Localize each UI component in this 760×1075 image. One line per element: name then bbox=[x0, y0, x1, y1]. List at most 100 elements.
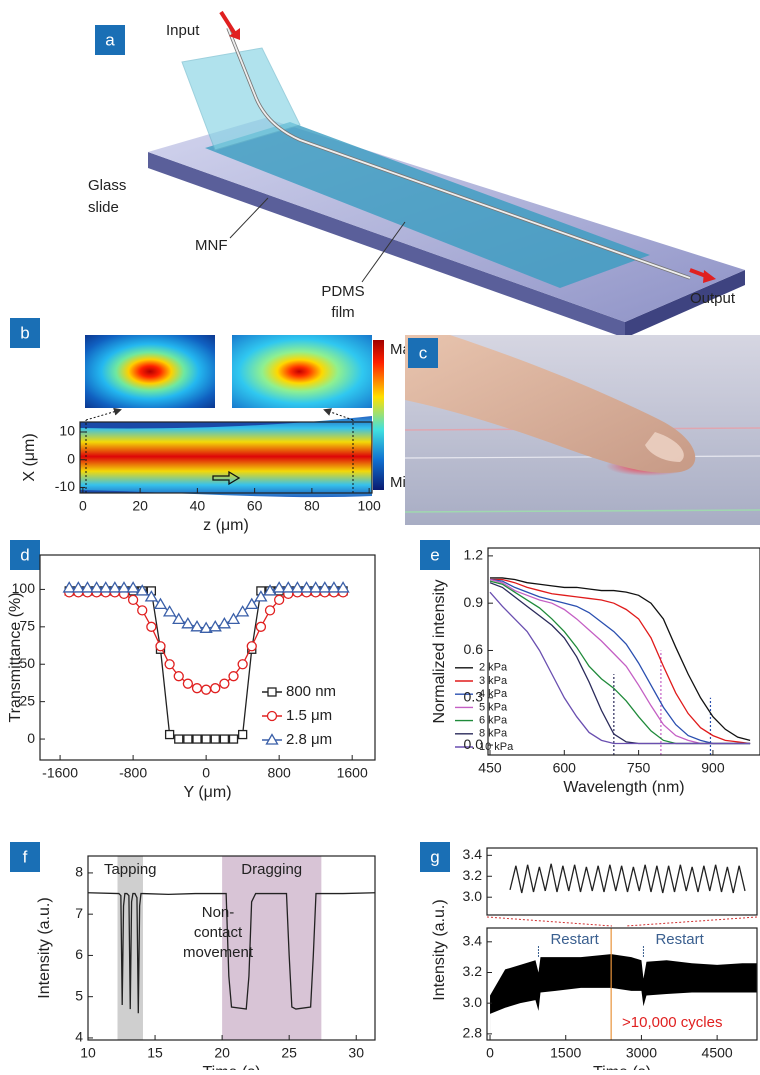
marker bbox=[247, 642, 256, 651]
marker bbox=[239, 731, 247, 739]
y-tick-label: 3.4 bbox=[463, 933, 483, 949]
legend-label: 5 kPa bbox=[479, 701, 508, 713]
y-tick-label: 0.3 bbox=[464, 688, 484, 704]
leader-line bbox=[230, 198, 268, 238]
marker bbox=[193, 684, 202, 693]
marker bbox=[175, 735, 183, 743]
annotation: movement bbox=[183, 944, 254, 961]
y-tick-label: 3.0 bbox=[463, 888, 483, 904]
x-tick-label: 0 bbox=[79, 498, 87, 514]
x-tick-label: -1600 bbox=[42, 765, 78, 781]
marker bbox=[129, 595, 138, 604]
y-tick-label: 3.0 bbox=[463, 994, 483, 1010]
legend-label: 8 kPa bbox=[479, 728, 508, 740]
y-tick-label: -10 bbox=[55, 478, 75, 494]
y-axis-label: Transmittance (%) bbox=[7, 592, 24, 722]
legend-marker bbox=[268, 688, 276, 696]
x-tick-label: 80 bbox=[304, 498, 320, 514]
marker bbox=[211, 684, 220, 693]
y-axis-label: Intensity (a.u.) bbox=[36, 897, 53, 998]
legend-label: 6 kPa bbox=[479, 715, 508, 727]
marker bbox=[184, 735, 192, 743]
marker bbox=[266, 606, 275, 615]
y-tick-label: 8 bbox=[75, 864, 83, 880]
marker bbox=[211, 735, 219, 743]
y-tick-label: 0.9 bbox=[464, 594, 484, 610]
mode-images: Max Min bbox=[80, 335, 419, 497]
marker bbox=[202, 735, 210, 743]
guide-line bbox=[325, 410, 353, 420]
legend-label: 10 kPa bbox=[479, 741, 514, 753]
marker bbox=[183, 679, 192, 688]
guide-line bbox=[86, 410, 120, 420]
x-tick-label: 10 bbox=[80, 1045, 96, 1061]
marker bbox=[138, 606, 147, 615]
x-tick-label: 0 bbox=[486, 1045, 494, 1061]
x-tick-label: 40 bbox=[190, 498, 206, 514]
legend-label: 3 kPa bbox=[479, 675, 508, 687]
plot-frame bbox=[487, 848, 757, 915]
schematic: Input Glass slide MNF PDMS film Output bbox=[88, 12, 745, 338]
marker bbox=[147, 622, 156, 631]
x-tick-label: 3000 bbox=[626, 1045, 657, 1061]
x-tick-label: 4500 bbox=[702, 1045, 733, 1061]
label: Glass bbox=[88, 177, 126, 194]
panel-label: g bbox=[430, 847, 439, 866]
annotation: Restart bbox=[655, 931, 704, 948]
annotation: Non- bbox=[202, 904, 235, 921]
mode-image bbox=[232, 335, 372, 408]
x-tick-label: 750 bbox=[627, 760, 651, 776]
photo bbox=[405, 335, 760, 525]
marker bbox=[202, 685, 211, 694]
y-tick-label: 10 bbox=[59, 423, 75, 439]
y-tick-label: 5 bbox=[75, 987, 83, 1003]
marker bbox=[229, 672, 238, 681]
panel-label: a bbox=[105, 30, 115, 49]
colorbar bbox=[373, 340, 384, 490]
legend-marker bbox=[268, 712, 277, 721]
label: film bbox=[331, 304, 354, 321]
marker bbox=[165, 660, 174, 669]
label: Input bbox=[166, 22, 200, 39]
legend-label: 2.8 μm bbox=[286, 731, 332, 748]
mode-image bbox=[85, 335, 215, 408]
marker bbox=[256, 622, 265, 631]
series-line bbox=[490, 580, 750, 744]
marker bbox=[275, 595, 284, 604]
figure: Input Glass slide MNF PDMS film Output M… bbox=[0, 0, 760, 1070]
marker bbox=[220, 735, 228, 743]
panel-label: d bbox=[20, 545, 29, 564]
x-tick-label: 0 bbox=[202, 765, 210, 781]
legend-label: 800 nm bbox=[286, 683, 336, 700]
marker bbox=[230, 735, 238, 743]
page: Input Glass slide MNF PDMS film Output M… bbox=[0, 0, 760, 1075]
y-tick-label: 3.4 bbox=[463, 846, 483, 862]
x-tick-label: -800 bbox=[119, 765, 147, 781]
annotation: Restart bbox=[550, 931, 599, 948]
marker bbox=[166, 731, 174, 739]
note: >10,000 cycles bbox=[622, 1014, 722, 1031]
legend-marker bbox=[267, 735, 278, 745]
x-tick-label: 100 bbox=[357, 498, 381, 514]
x-tick-label: 900 bbox=[701, 760, 725, 776]
marker bbox=[174, 672, 183, 681]
x-tick-label: 450 bbox=[478, 760, 502, 776]
series-line bbox=[490, 581, 750, 743]
x-axis-label: Wavelength (nm) bbox=[563, 779, 684, 796]
y-tick-label: 0.0 bbox=[464, 736, 484, 752]
x-axis-label: Time (s) bbox=[202, 1064, 260, 1070]
region-label: Tapping bbox=[104, 861, 157, 878]
y-tick-label: 0.6 bbox=[464, 641, 484, 657]
series-line bbox=[490, 592, 750, 743]
label: slide bbox=[88, 199, 119, 216]
label: Output bbox=[690, 290, 736, 307]
panel-label: c bbox=[419, 343, 428, 362]
legend-label: 1.5 μm bbox=[286, 707, 332, 724]
label: MNF bbox=[195, 237, 228, 254]
zoom-line bbox=[487, 917, 612, 926]
x-tick-label: 60 bbox=[247, 498, 263, 514]
x-axis-label: z (μm) bbox=[203, 517, 249, 534]
y-tick-label: 4 bbox=[75, 1029, 83, 1045]
marker bbox=[220, 679, 229, 688]
y-axis-label: Normalized intensity bbox=[431, 579, 448, 723]
